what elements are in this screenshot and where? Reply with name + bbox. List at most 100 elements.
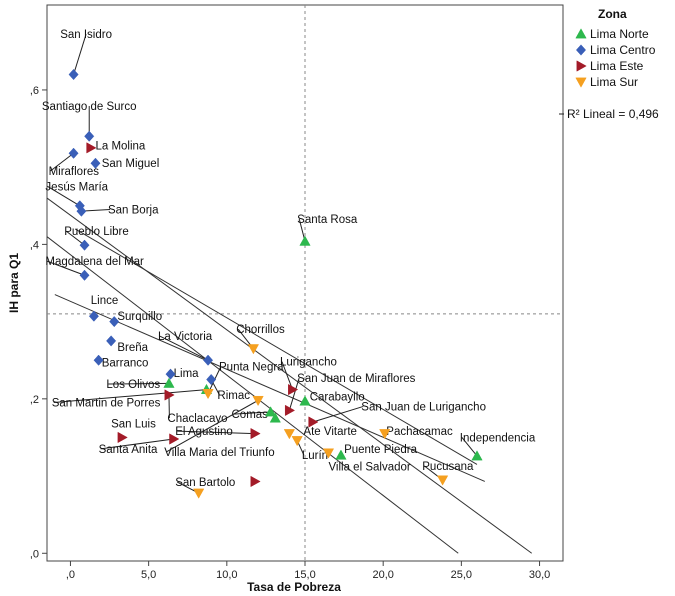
data-point: La Molina (86, 142, 97, 154)
data-point: Barranco (93, 354, 104, 366)
point-label: Barranco (102, 357, 149, 369)
data-point: Pueblo Libre (79, 239, 90, 251)
data-point: Lurín (283, 429, 295, 440)
x-tick-label: ,0 (66, 569, 75, 581)
fit-line (46, 236, 459, 554)
x-tick-label: 5,0 (141, 569, 156, 581)
data-point: Lince (88, 310, 99, 322)
data-point: Chaclacayo (164, 389, 175, 401)
y-tick-label: ,4 (30, 239, 39, 251)
data-point: Miraflores (68, 147, 79, 159)
point-label: Lima (174, 368, 200, 380)
leader-line (50, 152, 74, 172)
point-label: Punta Negra (219, 361, 284, 373)
leader-line (47, 185, 81, 207)
legend-marker (576, 60, 587, 72)
point-label: La Molina (95, 140, 145, 152)
point-label: Chorrillos (236, 324, 285, 336)
point-label: Chaclacayo (167, 413, 227, 425)
leader-line (233, 411, 271, 415)
legend-entry-label: Lima Este (590, 59, 644, 73)
data-point: Ancón (269, 412, 281, 423)
point-label: San Borja (108, 205, 159, 217)
legend-entry-label: Lima Norte (590, 27, 649, 41)
x-axis-title: Tasa de Pobreza (247, 580, 341, 594)
leader-line (47, 260, 85, 276)
point-label: Pueblo Libre (64, 226, 129, 238)
data-point: El Agustino (250, 427, 261, 440)
y-tick-label: ,6 (30, 85, 39, 97)
data-point: Independencia (471, 450, 483, 461)
leader-line (177, 430, 255, 435)
data-point: Chorrillos (247, 344, 260, 355)
point-label: San Bartolo (175, 477, 235, 489)
fit-line (46, 197, 533, 554)
y-axis-title: IH para Q1 (7, 253, 21, 313)
data-point: Breña (106, 335, 117, 347)
data-point: Rimac (206, 373, 217, 386)
point-label: Independencia (460, 432, 536, 444)
y-tick-label: ,0 (30, 548, 39, 560)
data-point: San Juan de Lurigancho (308, 416, 319, 428)
x-tick-label: 25,0 (451, 569, 472, 581)
data-point: San Borja (76, 205, 87, 217)
data-point: Villa María del Triunfo (252, 395, 264, 407)
point-label: Lurigancho (280, 357, 337, 369)
point-label: Santa Anita (99, 444, 158, 456)
data-point: Pachacamac (379, 429, 391, 440)
point-label: Magdalena del Mar (45, 256, 144, 268)
data-point: San Bartolo (193, 488, 205, 499)
legend-entry-label: Lima Centro (590, 43, 656, 57)
data-point: Lurigancho (288, 383, 299, 396)
data-point: San Isidro (68, 68, 79, 81)
point-label: Lince (91, 295, 119, 307)
point-label: Los Olivos (106, 379, 160, 391)
data-point: La Victoria (203, 354, 214, 366)
point-label: La Victoria (158, 331, 213, 343)
x-tick-label: 15,0 (294, 569, 315, 581)
data-point: San Miguel (90, 157, 101, 169)
legend-marker (575, 44, 587, 56)
point-label: El Agustino (175, 426, 233, 438)
data-point: Pucusana (436, 475, 449, 486)
leader-line (108, 382, 169, 385)
legend-marker (575, 28, 587, 39)
leader-line (281, 361, 293, 390)
point-label: San Juan de Miraflores (297, 373, 416, 385)
point-label: San Miguel (102, 158, 160, 170)
data-point: Villa el Salvador (291, 436, 303, 447)
legend-marker (575, 77, 587, 88)
point-label: Breña (117, 342, 148, 354)
point-label: San Luis (111, 418, 156, 430)
leader-line (65, 230, 85, 246)
data-point: Ate Vitarte (250, 475, 261, 488)
data-point: Santa Anita (169, 433, 180, 445)
data-point: Punta Hermosa (322, 448, 335, 459)
point-label: Miraflores (49, 166, 100, 178)
data-point: Santa Rosa (299, 235, 311, 246)
legend-title: Zona (598, 7, 627, 21)
fit-line (54, 294, 486, 482)
data-point: Lima (165, 368, 176, 380)
data-point: San Juan de Miraflores (284, 404, 296, 417)
point-label: Carabayllo (310, 391, 365, 403)
leader-line (100, 438, 174, 450)
point-label: San Martin de Porres (52, 398, 161, 410)
leader-line (159, 335, 209, 361)
leader-line (73, 34, 87, 75)
x-tick-label: 20,0 (372, 569, 393, 581)
r2-annotation: R² Lineal = 0,496 (567, 107, 659, 121)
point-label: Surquillo (117, 311, 162, 323)
point-label: Villa Maria del Triunfo (164, 447, 274, 459)
data-point: Puente Piedra (335, 449, 347, 460)
point-label: Jesús María (45, 181, 108, 193)
data-point: Carabayllo (299, 395, 311, 406)
data-point: Comas (264, 406, 277, 417)
point-label: Ate Vitarte (303, 426, 357, 438)
point-label: San Juan de Lurigancho (361, 401, 486, 413)
point-label: Rimac (217, 390, 250, 402)
x-tick-label: 30,0 (529, 569, 550, 581)
data-point: Surquillo (109, 316, 120, 328)
leader-line (166, 399, 259, 453)
